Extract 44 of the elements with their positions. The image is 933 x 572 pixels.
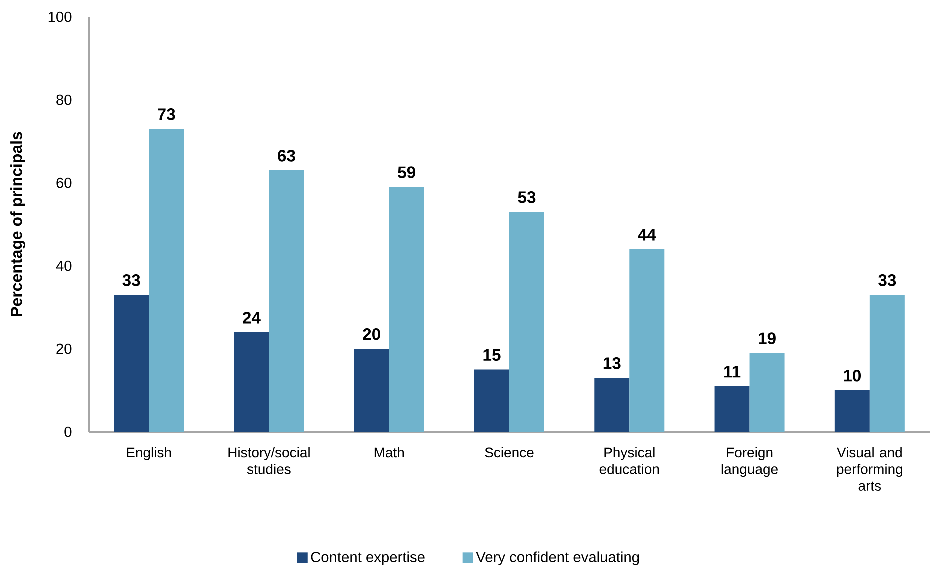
- bar: [149, 129, 184, 432]
- x-tick-label: Science: [485, 447, 534, 458]
- y-tick-label: 20: [56, 344, 72, 354]
- x-tick-label: Visual and performing arts: [837, 447, 902, 491]
- data-label: 53: [518, 192, 536, 204]
- bar: [114, 295, 150, 432]
- bar: [594, 378, 630, 432]
- data-label: 19: [759, 332, 776, 344]
- bar: [354, 349, 390, 432]
- x-tick-label: English: [127, 447, 172, 460]
- bar: [474, 370, 510, 432]
- data-label: 44: [638, 229, 656, 241]
- bar: [389, 187, 424, 432]
- data-label: 11: [724, 366, 741, 378]
- bar: [510, 212, 544, 432]
- data-label: 63: [278, 150, 296, 162]
- y-tick-label: 80: [56, 94, 72, 106]
- y-tick-label: 40: [56, 260, 72, 272]
- bar: [714, 386, 750, 432]
- data-label: 24: [243, 312, 261, 324]
- legend-label: Very confident evaluating: [476, 552, 640, 566]
- data-label: 33: [878, 274, 896, 286]
- bar: [234, 332, 270, 432]
- data-label: 73: [158, 108, 176, 120]
- legend-label: Content expertise: [311, 552, 425, 566]
- x-tick-label: History/social studies: [228, 447, 310, 474]
- x-tick-label: Physical education: [600, 447, 660, 474]
- y-tick-label: 60: [56, 178, 72, 188]
- bar: [834, 390, 870, 432]
- data-label: 20: [363, 328, 380, 340]
- y-tick-label: 100: [48, 12, 72, 22]
- data-label: 33: [122, 274, 140, 286]
- bar: [870, 295, 905, 432]
- x-tick-label: Math: [374, 447, 404, 458]
- data-label: 15: [484, 349, 501, 362]
- bar: [750, 353, 785, 432]
- data-label: 10: [844, 370, 862, 382]
- y-tick-label: 0: [64, 426, 72, 438]
- bar: [269, 170, 304, 432]
- data-label: 13: [604, 358, 621, 370]
- bar: [630, 249, 665, 432]
- data-label: 59: [398, 166, 416, 178]
- y-axis-title: Percentage of principals: [10, 132, 26, 316]
- x-tick-label: Foreign language: [722, 447, 778, 478]
